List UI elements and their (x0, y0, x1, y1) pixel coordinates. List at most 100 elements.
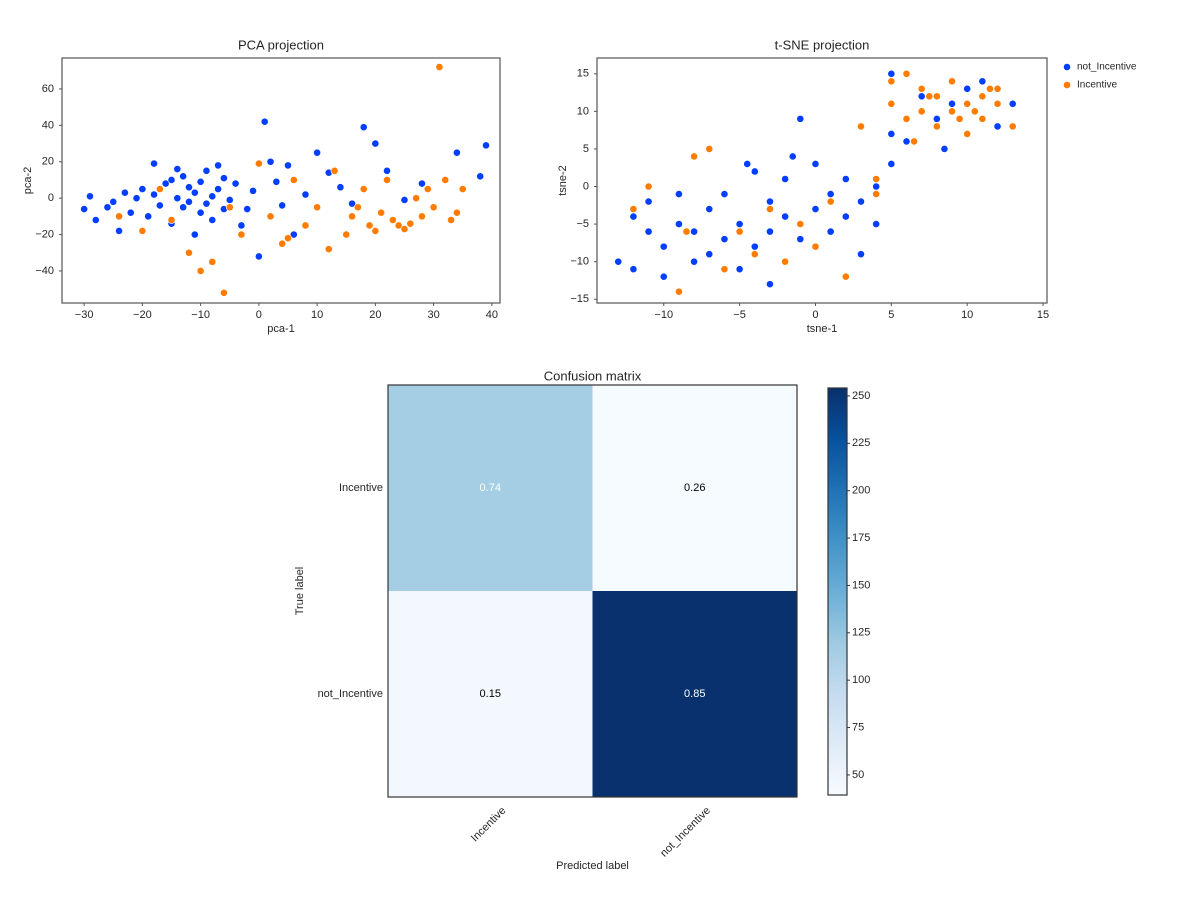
point (452, 208, 461, 217)
heatmap-cell (592, 591, 797, 797)
point (788, 152, 797, 161)
y-tick-label: 5 (583, 143, 589, 155)
y-tick-label: 0 (583, 180, 589, 192)
point (86, 192, 94, 201)
point (289, 230, 298, 239)
heatmap-cell (388, 385, 593, 591)
point (359, 185, 368, 193)
plot-frame (61, 57, 501, 304)
point (429, 203, 438, 212)
point (249, 186, 257, 195)
y-tick-label: 40 (42, 119, 54, 131)
point (993, 122, 1002, 131)
y-tick-label: 20 (42, 156, 54, 168)
point (237, 221, 246, 230)
x-tick-label: 30 (427, 309, 439, 321)
cell-label: 0.85 (684, 688, 705, 700)
point (155, 201, 164, 210)
point (208, 216, 217, 224)
point (872, 175, 881, 183)
point (705, 145, 714, 153)
point (353, 203, 362, 212)
point (173, 194, 182, 203)
x-tick-label: not_Incentive (658, 805, 713, 860)
point (690, 152, 699, 161)
x-tick-label: 40 (486, 309, 498, 321)
point (629, 265, 638, 274)
colorbar-tick-label: 175 (852, 532, 870, 544)
point (220, 174, 228, 183)
colorbar-tick-label: 250 (852, 390, 870, 402)
point (781, 212, 790, 221)
point (887, 69, 896, 78)
point (948, 77, 956, 86)
y-tick-label: −10 (570, 256, 589, 268)
point (925, 92, 934, 101)
point (750, 250, 759, 259)
point (80, 205, 89, 213)
x-tick-label: 0 (812, 309, 818, 321)
point (796, 220, 805, 228)
x-tick-label: 5 (888, 309, 894, 321)
point (348, 212, 356, 221)
point (735, 220, 744, 228)
point (811, 160, 820, 168)
point (675, 220, 683, 228)
y-tick-label: Incentive (339, 482, 383, 494)
point (887, 130, 896, 138)
point (243, 205, 252, 213)
point (418, 212, 426, 221)
point (826, 190, 835, 198)
point (161, 179, 170, 188)
point (179, 203, 188, 212)
point (220, 288, 228, 297)
point (196, 208, 205, 217)
x-axis-label: pca-1 (267, 323, 295, 335)
point (388, 216, 397, 224)
point (735, 265, 744, 274)
point (284, 234, 292, 243)
point (887, 77, 896, 86)
point (208, 192, 217, 201)
point (400, 196, 409, 204)
point (766, 227, 774, 236)
point (887, 160, 896, 168)
point (932, 114, 941, 123)
point (196, 267, 205, 275)
point (872, 220, 881, 228)
point (735, 227, 744, 236)
point (682, 227, 691, 236)
point (917, 107, 926, 116)
point (917, 84, 926, 93)
cell-label: 0.74 (480, 482, 501, 494)
point (644, 197, 653, 206)
point (720, 235, 729, 244)
point (301, 221, 310, 230)
point (313, 148, 322, 157)
point (173, 165, 182, 173)
y-tick-label: 15 (577, 68, 589, 80)
point (675, 190, 683, 198)
y-tick-label: 0 (48, 192, 54, 204)
point (857, 197, 865, 206)
point (225, 196, 234, 204)
point (796, 114, 805, 123)
point (659, 242, 668, 251)
x-tick-label: 10 (311, 309, 323, 321)
point (841, 175, 850, 183)
point (313, 203, 322, 212)
point (371, 227, 380, 235)
point (476, 172, 485, 181)
plot-frame (387, 384, 798, 798)
colorbar-tick-label: 50 (852, 769, 864, 781)
y-tick-label: −20 (35, 228, 54, 240)
point (743, 160, 752, 168)
point (266, 212, 275, 221)
point (644, 227, 653, 236)
point (705, 205, 714, 213)
x-tick-label: 0 (256, 309, 262, 321)
point (458, 185, 467, 193)
point (963, 84, 972, 93)
point (155, 185, 164, 193)
cell-label: 0.26 (684, 482, 705, 494)
